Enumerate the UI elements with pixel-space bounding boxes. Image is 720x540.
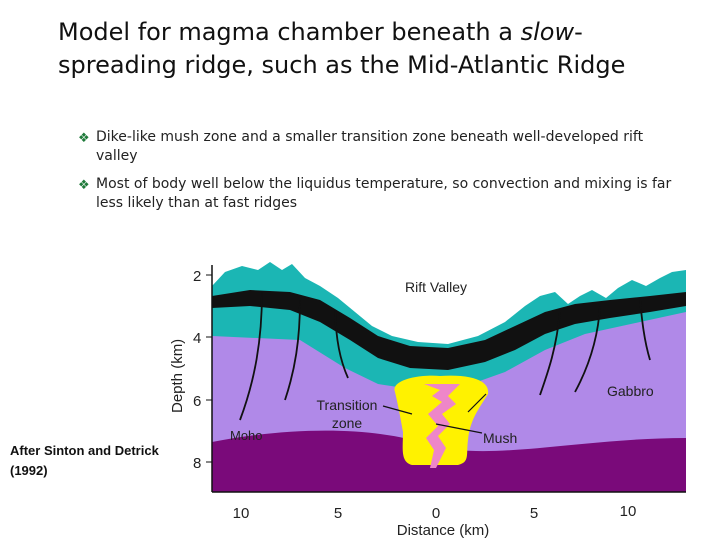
transition-zone-label: Transition [317, 397, 378, 413]
title-emphasis: slow [520, 18, 575, 46]
slide-title: Model for magma chamber beneath a slow-s… [58, 16, 698, 82]
mush-label: Mush [483, 430, 517, 446]
diamond-bullet-icon: ❖ [78, 178, 90, 193]
upper-crust-layer [212, 262, 686, 390]
source-credit: After Sinton and Detrick (1992) [10, 443, 159, 478]
dike-zone [212, 290, 686, 370]
fault-lines [239, 291, 651, 421]
x-axis-title: Distance (km) [397, 522, 490, 539]
title-part-2: -spreading ridge, such as the Mid-Atlant… [58, 18, 626, 79]
bullet-item: ❖ Most of body well below the liquidus t… [78, 175, 688, 213]
x-tick-label: 10 [233, 505, 250, 522]
bullet-item: ❖ Dike-like mush zone and a smaller tran… [78, 128, 688, 166]
moho-label: Moho [230, 428, 263, 443]
gabbro-label: Gabbro [607, 383, 654, 399]
x-axis-ticks: 10 5 0 5 10 [233, 503, 637, 522]
y-tick-label: 4 [193, 330, 201, 347]
x-tick-label: 0 [432, 505, 440, 522]
rift-valley-label: Rift Valley [405, 279, 467, 295]
bullet-text: Most of body well below the liquidus tem… [96, 176, 672, 211]
bullet-text: Dike-like mush zone and a smaller transi… [96, 129, 644, 164]
x-tick-label: 5 [530, 505, 538, 522]
y-axis-title: Depth (km) [169, 339, 186, 413]
x-tick-label: 10 [620, 503, 637, 520]
y-tick-label: 2 [193, 268, 201, 285]
title-part-1: Model for magma chamber beneath a [58, 18, 521, 46]
leader-lines [382, 393, 487, 434]
y-axis-ticks: 2 4 6 8 [193, 268, 212, 472]
y-tick-label: 8 [193, 455, 201, 472]
bullet-list: ❖ Dike-like mush zone and a smaller tran… [78, 128, 688, 222]
transition-zone-label-2: zone [332, 415, 363, 431]
x-tick-label: 5 [334, 505, 342, 522]
y-tick-label: 6 [193, 393, 201, 410]
transition-zone [424, 384, 460, 468]
diamond-bullet-icon: ❖ [78, 131, 90, 146]
